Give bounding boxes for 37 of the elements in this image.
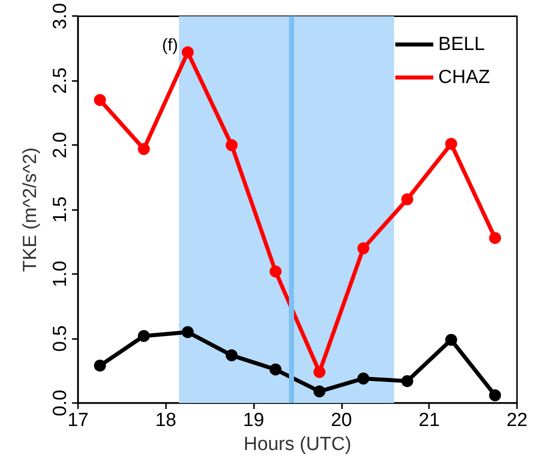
point (270, 363, 282, 376)
point (489, 389, 502, 402)
x-axis-title: Hours (UTC) (244, 434, 352, 455)
x-tick-label: 20 (330, 410, 352, 431)
point (313, 366, 326, 378)
point (226, 139, 238, 152)
point (357, 372, 370, 384)
y-tick-label: 3.0 (50, 2, 71, 30)
point (357, 242, 370, 254)
x-tick-label: 17 (67, 410, 89, 431)
x-tick-label: 18 (155, 410, 176, 431)
point (94, 94, 106, 106)
annotation: (f) (162, 36, 178, 54)
y-tick-label: 1.5 (50, 196, 71, 223)
point (401, 193, 414, 206)
point (138, 143, 150, 155)
y-tick-label: 0.5 (50, 325, 71, 352)
point (445, 334, 458, 346)
point (226, 349, 238, 362)
y-tick-label: 1.0 (50, 260, 71, 288)
x-tick-label: 21 (418, 410, 440, 431)
point (445, 138, 458, 150)
x-tick-label: 22 (506, 410, 528, 431)
point (489, 232, 502, 244)
point (138, 330, 150, 342)
x-tick-label: 19 (243, 410, 264, 431)
y-tick-label: 2.5 (50, 67, 71, 94)
point (401, 375, 414, 388)
point (182, 46, 194, 58)
legend-label: CHAZ (438, 67, 490, 88)
point (313, 385, 326, 398)
legend-label: BELL (438, 34, 485, 55)
point (94, 360, 106, 372)
point (182, 326, 194, 338)
point (270, 265, 282, 278)
y-tick-label: 2.0 (50, 132, 71, 158)
y-axis-title: TKE (m^2/s^2) (20, 147, 41, 272)
